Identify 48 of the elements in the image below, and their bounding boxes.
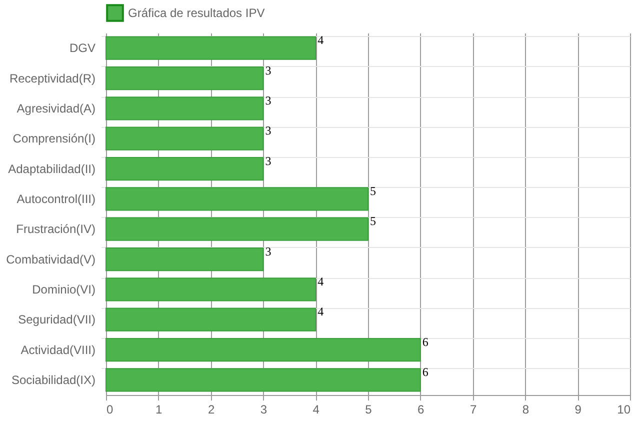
x-tick-label: 4 <box>312 402 320 416</box>
x-tick-label: 9 <box>574 402 582 416</box>
y-tick-label: DGV <box>69 41 96 56</box>
bar <box>106 308 316 332</box>
data-label: 3 <box>265 124 272 138</box>
data-label: 3 <box>265 154 272 168</box>
bar <box>106 217 368 241</box>
y-tick-label: Seguridad(VII) <box>18 312 96 327</box>
x-tick-label: 8 <box>522 402 530 416</box>
bar <box>106 96 264 120</box>
y-tick-label: Actividad(VIII) <box>20 342 96 357</box>
bar <box>106 66 264 90</box>
bar <box>106 368 421 392</box>
bar <box>106 338 421 362</box>
data-label: 6 <box>422 364 428 379</box>
bar <box>106 156 264 181</box>
x-tick-label: 5 <box>365 402 372 416</box>
y-tick-label: Dominio(VI) <box>32 282 96 296</box>
y-tick-label: Combatividad(V) <box>6 252 96 266</box>
data-label: 6 <box>422 334 428 349</box>
data-label: 4 <box>318 274 324 288</box>
data-label: 5 <box>370 184 376 198</box>
bar <box>106 278 316 302</box>
data-label: 3 <box>265 63 272 78</box>
bar <box>106 36 316 60</box>
x-tick-label: 2 <box>208 402 215 416</box>
y-tick-label: Comprensión(I) <box>12 132 96 146</box>
bar <box>106 126 264 150</box>
y-tick-label: Sociabilidad(IX) <box>11 372 96 387</box>
data-label: 5 <box>370 214 376 228</box>
y-tick-label: Receptividad(R) <box>9 71 96 86</box>
data-label: 4 <box>318 33 324 48</box>
x-tick-label: 6 <box>418 402 425 416</box>
bar <box>106 187 368 211</box>
x-tick-label: 0 <box>106 402 114 416</box>
y-tick-label: Agresividad(A) <box>16 101 96 116</box>
y-tick-label: Adaptabilidad(II) <box>8 162 96 176</box>
data-label: 4 <box>318 304 324 319</box>
x-tick-label: 3 <box>260 402 268 416</box>
data-label: 3 <box>265 244 272 258</box>
y-tick-label: Frustración(IV) <box>16 222 96 236</box>
bar <box>106 247 264 272</box>
legend-label: Gráfica de resultados IPV <box>128 6 265 20</box>
data-label: 3 <box>265 93 272 108</box>
x-tick-label: 1 <box>156 402 163 416</box>
x-tick-label: 7 <box>470 402 477 416</box>
x-tick-label: 10 <box>617 402 631 416</box>
y-tick-label: Autocontrol(III) <box>16 192 96 206</box>
